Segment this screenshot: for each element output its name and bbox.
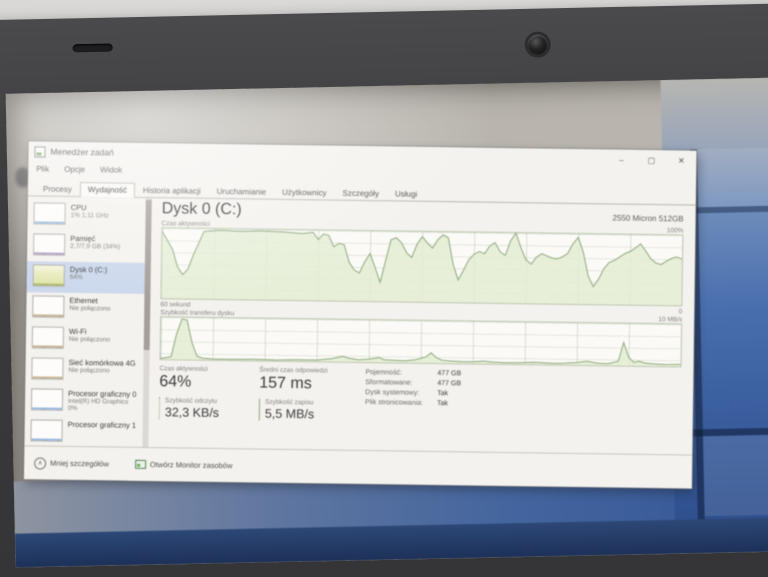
sidebar-item-sub: Nie połączono — [68, 366, 110, 375]
disk-panel: Dysk 0 (C:) 2550 Micron 512GB Czas aktyw… — [148, 198, 695, 456]
sidebar-item-name: Procesor graficzny 1 — [67, 419, 137, 430]
transfer-rate-chart — [159, 316, 683, 368]
sidebar-item-sub: 1% 1,11 GHz — [70, 211, 109, 220]
task-manager-icon — [34, 145, 46, 158]
sidebar-item-gpu-0[interactable]: Procesor graficzny 0 Intel(R) HD Graphics… — [25, 385, 149, 418]
sidebar-item-gpu-1[interactable]: Procesor graficzny 1 — [24, 416, 148, 448]
gpu-1-mini-graph — [30, 419, 63, 442]
window-title: Menedżer zadań — [50, 146, 114, 158]
stat-active-time: Czas aktywności 64% — [159, 365, 208, 391]
ethernet-mini-graph — [32, 295, 65, 318]
sidebar-item-ethernet[interactable]: Ethernet Nie połączono — [26, 292, 150, 325]
close-button[interactable]: ✕ — [678, 155, 685, 165]
sidebar-item-sub: Intel(R) HD Graphics — [67, 397, 129, 406]
sidebar-item-cellular[interactable]: Sieć komórkowa 4G Nie połączono — [25, 354, 149, 387]
sidebar-item-cpu[interactable]: CPU 1% 1,11 GHz — [27, 199, 151, 232]
chart1-min-label: 0 — [678, 308, 683, 316]
chart1-xaxis-label: 60 sekund — [160, 301, 191, 309]
tab-historia-aplikacji[interactable]: Historia aplikacji — [142, 185, 201, 196]
gpu-0-mini-graph — [30, 388, 64, 411]
disk-0-mini-graph — [32, 264, 65, 287]
stat-read-speed: Szybkość odczytu 32,3 KB/s — [158, 397, 246, 421]
tab-uruchamianie[interactable]: Uruchamianie — [216, 186, 267, 197]
disk-model: 2550 Micron 512GB — [612, 213, 684, 224]
wallpaper-pane — [696, 147, 768, 208]
disk-details: Pojemność: 477 GB Sformatowane: 477 GB Dysk … — [365, 368, 461, 423]
stat-write-speed: Szybkość zapisu 5,5 MB/s — [258, 398, 346, 422]
bezel-latch-slot — [72, 43, 113, 53]
active-time-chart — [160, 227, 684, 307]
wallpaper-pane — [702, 434, 768, 517]
task-manager-window: Menedżer zadań – ▢ ✕ Plik Opcje Widok Proc… — [23, 141, 697, 489]
menu-item-opcje[interactable]: Opcje — [64, 164, 86, 175]
sidebar-item-memory[interactable]: Pamięć 2,7/7,9 GB (34%) — [27, 230, 151, 263]
performance-sidebar: CPU 1% 1,11 GHz Pamięć 2,7/7,9 GB (34%) Dysk… — [24, 196, 152, 449]
cpu-mini-graph — [33, 202, 66, 225]
menu-item-widok[interactable]: Widok — [99, 165, 123, 175]
detail-label: Plik stronicowania: — [364, 399, 424, 408]
maximize-button[interactable]: ▢ — [647, 155, 656, 165]
memory-mini-graph — [33, 233, 66, 256]
laptop-screen: Menedżer zadań – ▢ ✕ Plik Opcje Widok Proc… — [5, 77, 768, 568]
sidebar-item-sub: 2,7/7,9 GB (34%) — [70, 242, 121, 251]
sidebar-item-sub: Nie połączono — [68, 335, 111, 344]
detail-row: Plik stronicowania: Tak — [365, 398, 461, 409]
tab-procesy[interactable]: Procesy — [42, 184, 72, 194]
sidebar-item-sub: Nie połączono — [69, 304, 111, 313]
minimize-button[interactable]: – — [619, 155, 624, 165]
detail-value: Tak — [437, 390, 449, 398]
panel-title: Dysk 0 (C:) — [161, 200, 242, 219]
sidebar-item-disk-0[interactable]: Dysk 0 (C:) 64% — [26, 261, 151, 295]
wifi-mini-graph — [31, 326, 65, 349]
tab-usługi[interactable]: Usługi — [394, 189, 418, 199]
tab-użytkownicy[interactable]: Użytkownicy — [282, 187, 327, 198]
chevron-up-icon: ∧ — [34, 456, 47, 470]
fewer-details-button[interactable]: ∧ Mniej szczegółów — [34, 456, 109, 470]
detail-value: 477 GB — [437, 370, 462, 378]
cellular-mini-graph — [31, 357, 64, 380]
open-resource-monitor-link[interactable]: Otwórz Monitor zasobów — [134, 459, 232, 470]
resource-monitor-icon — [134, 459, 146, 469]
webcam — [527, 34, 548, 55]
menu-item-plik[interactable]: Plik — [36, 164, 50, 174]
stat-response-time: Średni czas odpowiedzi 157 ms — [259, 366, 328, 393]
tab-wydajność[interactable]: Wydajność — [79, 182, 136, 198]
sidebar-item-sub: 64% — [69, 273, 83, 282]
detail-value: 477 GB — [437, 380, 462, 388]
sidebar-item-sub2: 0% — [67, 404, 78, 413]
sidebar-item-wifi[interactable]: Wi-Fi Nie połączono — [26, 323, 150, 356]
detail-value: Tak — [436, 400, 448, 408]
tab-szczegóły[interactable]: Szczegóły — [342, 188, 380, 199]
